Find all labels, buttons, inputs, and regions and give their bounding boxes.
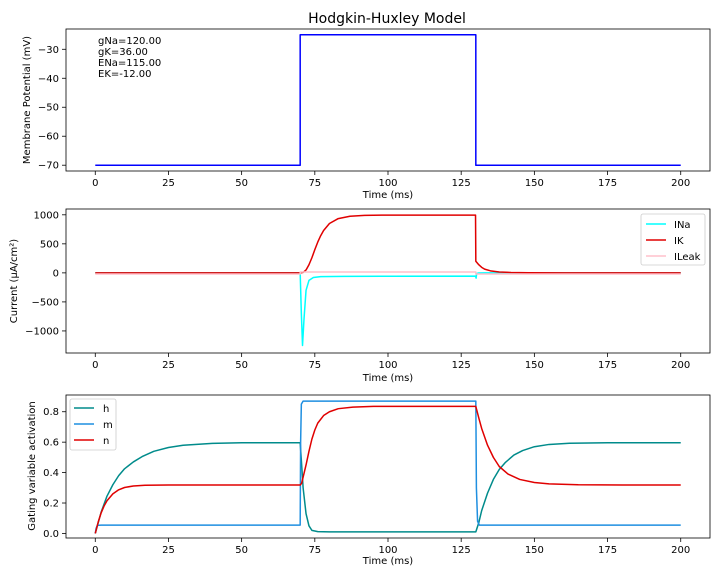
x-tick-label: 150 xyxy=(525,178,544,189)
legend-label-ik: IK xyxy=(674,236,684,247)
legend-label-n: n xyxy=(103,436,109,447)
series-group xyxy=(95,34,681,166)
plot-frame xyxy=(65,394,711,539)
x-tick-label: 50 xyxy=(235,545,248,556)
y-tick-label: −30 xyxy=(38,45,59,56)
x-tick-label: 175 xyxy=(598,360,617,371)
x-tick-label: 25 xyxy=(162,360,175,371)
y-tick-label: 0 xyxy=(53,268,59,279)
x-tick-label: 100 xyxy=(378,178,397,189)
plot-frame xyxy=(65,28,711,172)
current-panel: Current (µA/cm²) Time (ms) 0 25 50 75 100 125… xyxy=(9,208,711,384)
x-tick-label: 125 xyxy=(452,545,471,556)
x-tick-label: 175 xyxy=(598,178,617,189)
x-tick-label: 75 xyxy=(308,360,321,371)
x-tick-label: 125 xyxy=(452,178,471,189)
series-group xyxy=(95,214,681,347)
x-axis-label: Time (ms) xyxy=(362,190,414,201)
y-tick-label: 1000 xyxy=(34,210,59,221)
series-group xyxy=(94,400,681,534)
x-tick-label: 75 xyxy=(308,545,321,556)
x-tick-label: 175 xyxy=(598,545,617,556)
chart-title: Hodgkin-Huxley Model xyxy=(308,11,466,27)
x-tick-label: 125 xyxy=(452,360,471,371)
x-tick-label: 75 xyxy=(308,178,321,189)
y-tick-label: −50 xyxy=(38,103,59,114)
x-tick-label: 200 xyxy=(671,178,690,189)
legend-label-m: m xyxy=(103,420,113,431)
series-line-ileak xyxy=(95,271,681,275)
x-tick-label: 25 xyxy=(162,545,175,556)
y-tick-label: −70 xyxy=(38,161,59,172)
annotation-line: gK=36.00 xyxy=(98,47,148,58)
y-axis-label: Current (µA/cm²) xyxy=(9,239,20,323)
y-tick-label: −1000 xyxy=(25,326,59,337)
legend-box xyxy=(640,213,706,266)
y-tick-label: −40 xyxy=(38,74,59,85)
x-tick-label: 100 xyxy=(378,360,397,371)
series-line-h xyxy=(94,442,681,534)
x-tick-label: 0 xyxy=(92,545,98,556)
x-tick-label: 150 xyxy=(525,545,544,556)
series-line-ina xyxy=(95,272,681,347)
x-axis-label: Time (ms) xyxy=(362,556,414,567)
parameter-annotation: gNa=120.00 gK=36.00 ENa=115.00 EK=-12.00 xyxy=(98,36,161,80)
series-line-m xyxy=(94,400,681,534)
legend: h m n xyxy=(69,398,117,451)
x-tick-label: 0 xyxy=(92,178,98,189)
y-axis-label: Gating variable activation xyxy=(27,401,38,531)
y-tick-label: −500 xyxy=(32,297,59,308)
y-tick-label: 0.2 xyxy=(43,499,59,510)
x-tick-label: 200 xyxy=(671,360,690,371)
x-tick-label: 0 xyxy=(92,360,98,371)
y-tick-label: −60 xyxy=(38,132,59,143)
x-tick-label: 200 xyxy=(671,545,690,556)
x-tick-label: 50 xyxy=(235,178,248,189)
x-tick-label: 25 xyxy=(162,178,175,189)
annotation-line: EK=-12.00 xyxy=(98,69,152,80)
x-tick-label: 100 xyxy=(378,545,397,556)
y-tick-label: 0.0 xyxy=(43,529,59,540)
x-tick-label: 50 xyxy=(235,360,248,371)
x-axis-label: Time (ms) xyxy=(362,373,414,384)
x-tick-label: 150 xyxy=(525,360,544,371)
gating-panel: Gating variable activation Time (ms) 0 25… xyxy=(27,394,711,567)
membrane-potential-panel: Membrane Potential (mV) Time (ms) gNa=12… xyxy=(22,28,711,201)
y-tick-label: 0.4 xyxy=(43,468,59,479)
y-tick-label: 0.8 xyxy=(43,407,59,418)
series-line-v0 xyxy=(95,34,681,166)
y-tick-label: 0.6 xyxy=(43,438,59,449)
legend-label-ina: INa xyxy=(674,220,691,231)
legend-label-ileak: ILeak xyxy=(674,252,701,263)
annotation-line: ENa=115.00 xyxy=(98,58,161,69)
legend-label-h: h xyxy=(103,404,109,415)
y-axis-label: Membrane Potential (mV) xyxy=(22,36,33,164)
legend: INa IK ILeak xyxy=(640,213,706,266)
annotation-line: gNa=120.00 xyxy=(98,36,161,47)
plot-frame xyxy=(65,208,711,354)
series-line-n xyxy=(94,405,681,534)
y-tick-label: 500 xyxy=(40,239,59,250)
series-line-ik xyxy=(95,214,681,274)
